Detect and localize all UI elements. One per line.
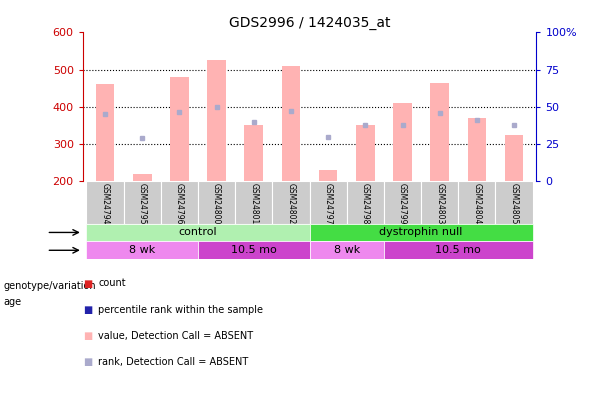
Bar — [86, 181, 124, 224]
Text: 8 wk: 8 wk — [333, 245, 360, 255]
Text: ■: ■ — [83, 305, 92, 315]
Bar — [86, 241, 198, 259]
Bar — [245, 125, 263, 181]
Bar — [459, 181, 495, 224]
Bar — [384, 241, 533, 259]
Bar — [86, 224, 310, 241]
Bar — [170, 77, 189, 181]
Text: GSM24798: GSM24798 — [361, 183, 370, 224]
Bar — [347, 181, 384, 224]
Text: ■: ■ — [83, 331, 92, 341]
Text: percentile rank within the sample: percentile rank within the sample — [98, 305, 263, 315]
Text: ■: ■ — [83, 279, 92, 288]
Text: GSM24803: GSM24803 — [435, 183, 444, 224]
Text: control: control — [179, 228, 218, 237]
Bar — [207, 60, 226, 181]
Bar — [468, 118, 486, 181]
Bar — [319, 170, 337, 181]
Bar — [310, 241, 384, 259]
Text: 10.5 mo: 10.5 mo — [435, 245, 481, 255]
Text: ■: ■ — [83, 358, 92, 367]
Bar — [235, 181, 272, 224]
Text: dystrophin null: dystrophin null — [379, 228, 463, 237]
Text: value, Detection Call = ABSENT: value, Detection Call = ABSENT — [98, 331, 253, 341]
Text: GSM24796: GSM24796 — [175, 183, 184, 225]
Text: GSM24805: GSM24805 — [509, 183, 519, 224]
Bar — [198, 241, 310, 259]
Bar — [272, 181, 310, 224]
Bar — [133, 174, 151, 181]
Text: GSM24801: GSM24801 — [249, 183, 258, 224]
Text: 8 wk: 8 wk — [129, 245, 155, 255]
Bar — [198, 181, 235, 224]
Text: count: count — [98, 279, 126, 288]
Bar — [430, 83, 449, 181]
Text: GSM24802: GSM24802 — [286, 183, 295, 224]
Bar — [310, 224, 533, 241]
Text: age: age — [3, 297, 21, 307]
Title: GDS2996 / 1424035_at: GDS2996 / 1424035_at — [229, 16, 390, 30]
Bar — [504, 134, 524, 181]
Bar — [356, 125, 375, 181]
Text: GSM24794: GSM24794 — [101, 183, 110, 225]
Text: GSM24804: GSM24804 — [473, 183, 481, 224]
Bar — [282, 66, 300, 181]
Text: genotype/variation: genotype/variation — [3, 281, 96, 290]
Bar — [393, 103, 412, 181]
Text: rank, Detection Call = ABSENT: rank, Detection Call = ABSENT — [98, 358, 248, 367]
Bar — [495, 181, 533, 224]
Text: 10.5 mo: 10.5 mo — [231, 245, 276, 255]
Bar — [421, 181, 459, 224]
Bar — [310, 181, 347, 224]
Text: GSM24800: GSM24800 — [212, 183, 221, 224]
Bar — [161, 181, 198, 224]
Bar — [96, 84, 115, 181]
Bar — [384, 181, 421, 224]
Text: GSM24799: GSM24799 — [398, 183, 407, 225]
Text: GSM24797: GSM24797 — [324, 183, 333, 225]
Text: GSM24795: GSM24795 — [138, 183, 147, 225]
Bar — [124, 181, 161, 224]
